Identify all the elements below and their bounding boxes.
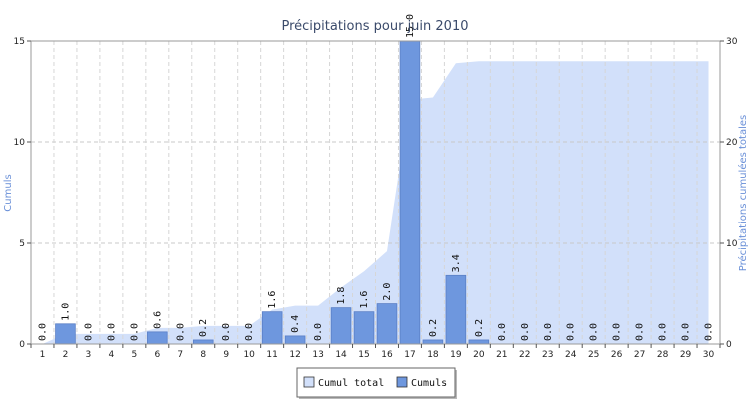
x-tick-label: 22 — [519, 350, 530, 360]
data-label-day-23: 0.0 — [543, 323, 554, 341]
x-tick-label: 23 — [542, 350, 553, 360]
x-tick-label: 2 — [63, 350, 69, 360]
x-tick-label: 25 — [588, 350, 599, 360]
bar-cumuls-day-16 — [376, 303, 398, 345]
bar-cumuls-day-12 — [284, 335, 306, 345]
data-label-day-17: 15.0 — [405, 14, 416, 38]
y-tick-label: 5 — [19, 239, 25, 249]
data-label-day-26: 0.0 — [612, 323, 623, 341]
data-label-day-25: 0.0 — [589, 323, 600, 341]
area-cumul-total — [42, 61, 709, 344]
chart-title: Précipitations pour juin 2010 — [281, 19, 468, 34]
data-label-day-20: 0.2 — [474, 319, 485, 337]
bar-cumuls-day-20 — [468, 339, 490, 345]
x-tick-label: 26 — [611, 350, 623, 360]
x-tick-label: 5 — [131, 350, 137, 360]
data-label-day-24: 0.0 — [566, 323, 577, 341]
x-tick-label: 24 — [565, 350, 577, 360]
x-tick-label: 30 — [703, 350, 715, 360]
bar-cumuls-day-17 — [399, 40, 421, 345]
x-tick-label: 8 — [200, 350, 206, 360]
x-tick-label: 14 — [335, 350, 347, 360]
x-tick-label: 3 — [86, 350, 92, 360]
bar-cumuls-day-2 — [55, 323, 76, 345]
data-label-day-29: 0.0 — [681, 323, 692, 341]
bar-cumuls-day-19 — [445, 274, 467, 345]
x-tick-label: 13 — [312, 350, 323, 360]
data-label-day-13: 0.0 — [313, 323, 324, 341]
legend-swatch-cumul-total — [303, 376, 315, 388]
y-axis-label: Cumuls — [3, 174, 14, 211]
x-tick-label: 11 — [266, 350, 277, 360]
x-tick-label: 10 — [243, 350, 255, 360]
data-label-day-22: 0.0 — [520, 323, 531, 341]
x-tick-label: 19 — [450, 350, 462, 360]
x-tick-label: 27 — [634, 350, 645, 360]
bar-cumuls-day-6 — [147, 331, 168, 345]
x-tick-label: 28 — [657, 350, 669, 360]
data-label-day-30: 0.0 — [704, 323, 715, 341]
y-tick-label: 10 — [14, 138, 26, 148]
bar-cumuls-day-11 — [261, 311, 283, 345]
data-label-day-21: 0.0 — [497, 323, 508, 341]
data-label-day-5: 0.0 — [129, 323, 140, 341]
data-label-day-18: 0.2 — [428, 319, 439, 337]
data-label-day-6: 0.6 — [152, 311, 163, 329]
x-tick-label: 18 — [427, 350, 439, 360]
x-tick-label: 15 — [358, 350, 369, 360]
bar-cumuls-day-15 — [353, 311, 375, 345]
y-tick-label: 15 — [14, 37, 25, 47]
y2-tick-label: 10 — [726, 239, 738, 249]
data-label-day-4: 0.0 — [106, 323, 117, 341]
x-tick-label: 7 — [177, 350, 183, 360]
data-label-day-8: 0.2 — [198, 319, 209, 337]
x-tick-label: 4 — [109, 350, 115, 360]
data-label-day-15: 1.6 — [359, 291, 370, 309]
data-label-day-27: 0.0 — [635, 323, 646, 341]
x-tick-label: 9 — [223, 350, 229, 360]
x-tick-label: 6 — [154, 350, 160, 360]
data-label-day-28: 0.0 — [658, 323, 669, 341]
data-label-day-9: 0.0 — [221, 323, 232, 341]
data-label-day-1: 0.0 — [37, 323, 48, 341]
legend-label-cumul-total: Cumul total — [318, 378, 384, 389]
legend-box — [296, 367, 456, 398]
bar-cumuls-day-14 — [330, 307, 352, 345]
x-tick-label: 1 — [40, 350, 46, 360]
legend-swatch-cumuls — [396, 376, 408, 388]
y2-tick-label: 30 — [726, 37, 738, 47]
data-label-day-11: 1.6 — [267, 291, 278, 309]
x-tick-label: 29 — [680, 350, 692, 360]
data-label-day-3: 0.0 — [83, 323, 94, 341]
data-label-day-12: 0.4 — [290, 315, 301, 333]
data-label-day-2: 1.0 — [60, 303, 71, 321]
data-label-day-10: 0.0 — [244, 323, 255, 341]
y2-tick-label: 0 — [726, 340, 732, 350]
y-tick-label: 0 — [19, 340, 25, 350]
x-tick-label: 12 — [289, 350, 300, 360]
bar-cumuls-day-18 — [422, 339, 444, 345]
data-label-day-19: 3.4 — [451, 254, 462, 272]
y2-axis-label: Précipitations cumulées totales — [737, 115, 749, 272]
x-tick-label: 20 — [473, 350, 485, 360]
y2-tick-label: 20 — [726, 138, 738, 148]
bar-cumuls-day-8 — [192, 339, 214, 345]
x-tick-label: 16 — [381, 350, 393, 360]
data-label-day-7: 0.0 — [175, 323, 186, 341]
data-label-day-14: 1.8 — [336, 287, 347, 305]
x-tick-label: 21 — [496, 350, 507, 360]
x-tick-label: 17 — [404, 350, 415, 360]
legend-label-cumuls: Cumuls — [411, 378, 447, 389]
data-label-day-16: 2.0 — [382, 283, 393, 301]
